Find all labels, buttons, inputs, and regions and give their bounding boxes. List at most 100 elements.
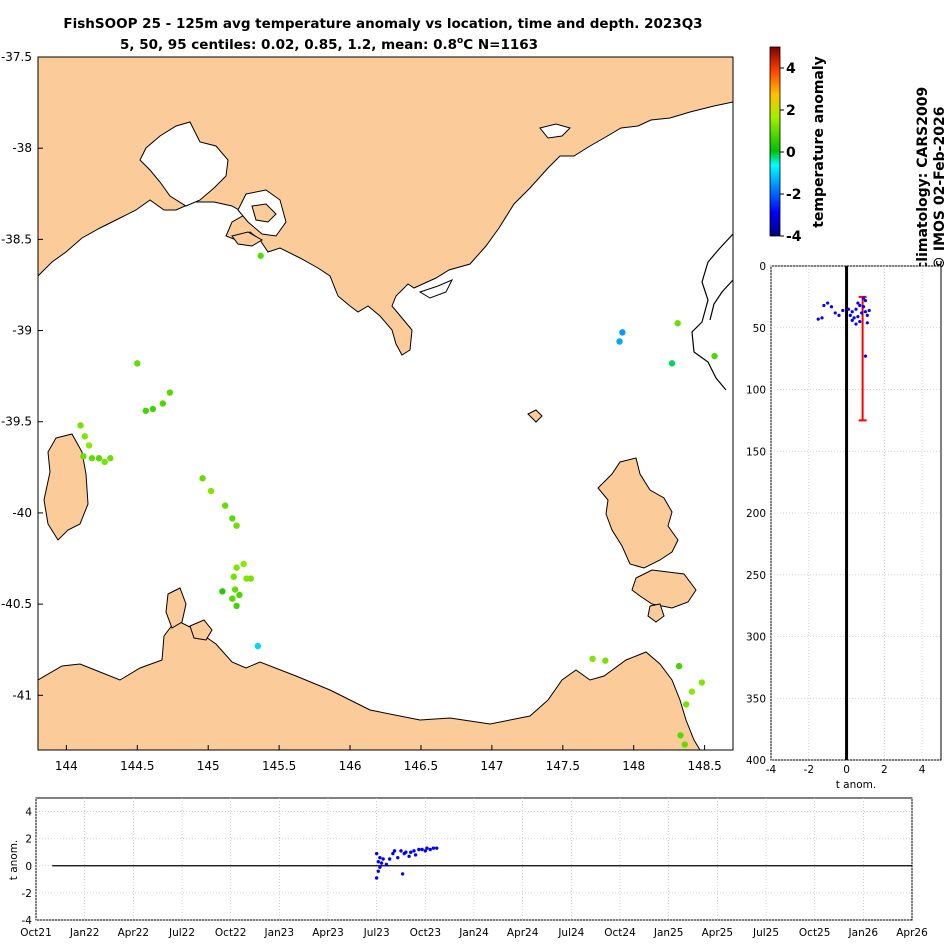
time-point	[399, 849, 403, 853]
depth-x-tick-label: 0	[843, 764, 850, 776]
depth-point	[822, 303, 826, 308]
map-point	[101, 458, 108, 466]
map-point	[602, 657, 609, 664]
hunter-island	[189, 619, 213, 641]
depth-point	[856, 301, 860, 305]
time-x-tick-label: Jul24	[557, 927, 584, 939]
map-point	[107, 455, 114, 462]
time-x-tick-label: Oct22	[215, 927, 247, 939]
time-point	[431, 846, 436, 850]
time-point	[428, 847, 432, 852]
time-x-tick-label: Apr23	[312, 927, 344, 939]
depth-x-tick-label: 4	[919, 764, 926, 776]
time-x-tick-label: Oct23	[410, 927, 442, 939]
map-point	[254, 642, 262, 650]
map-y-tick-label: -39.5	[1, 415, 32, 429]
map-point	[711, 352, 718, 360]
map-point	[80, 453, 87, 460]
time-point	[387, 857, 392, 861]
time-point	[404, 850, 408, 854]
time-point	[425, 846, 429, 850]
map-frame	[37, 56, 734, 751]
time-point	[374, 851, 379, 856]
depth-x-tick-label: 2	[881, 764, 888, 776]
map-x-tick-label: 144.5	[120, 759, 154, 773]
time-x-tick-label: Oct24	[604, 927, 636, 939]
climatology-text: climatology: CARS2009	[915, 87, 931, 270]
time-series-panel: Oct21 Jan22 Apr22 Jul22 Oct22 Jan23 Apr23 Jul23…	[8, 797, 928, 939]
depth-y-tick-label: 150	[746, 446, 766, 458]
map-point	[231, 586, 239, 593]
map-point	[675, 662, 683, 670]
map-point	[682, 701, 690, 708]
colorbar: 4 2 0 -2 -4 temperature anomaly	[769, 46, 827, 245]
map-y-tick-label: -38	[12, 141, 32, 155]
map-point	[229, 595, 236, 602]
time-x-tick-label: Jan25	[653, 927, 684, 939]
cape-barren-island	[631, 569, 697, 609]
map-y-tick-label: -41	[12, 688, 32, 702]
time-y-label: t anom.	[8, 840, 20, 881]
map-y-tick-label: -39	[12, 324, 32, 338]
time-point	[378, 865, 382, 869]
depth-point	[829, 305, 834, 309]
depth-point	[858, 319, 862, 324]
map-point	[240, 560, 247, 568]
time-point	[391, 851, 395, 856]
depth-point	[854, 322, 858, 326]
subtitle-suffix: C N=1163	[463, 37, 538, 53]
map-x-tick-label: 147.5	[546, 759, 580, 773]
time-point	[434, 846, 439, 850]
map-point	[149, 405, 157, 413]
map-point	[85, 442, 93, 449]
colorbar-tick-label: -2	[786, 187, 802, 203]
map-point	[681, 741, 688, 748]
depth-y-tick-label: 200	[746, 508, 766, 520]
depth-point	[860, 311, 864, 315]
time-y-tick-label: -4	[22, 915, 33, 927]
map-x-tick-label: 148	[622, 759, 645, 773]
depth-point	[850, 310, 854, 314]
map-point	[166, 389, 174, 396]
map-point	[616, 338, 623, 345]
time-point	[376, 860, 380, 864]
depth-point	[816, 317, 820, 321]
depth-x-label: t anom.	[836, 779, 877, 791]
time-x-tick-label: Apr22	[118, 927, 150, 939]
map-x-tick-label: 146.5	[404, 759, 438, 773]
colorbar-tick-label: -4	[786, 229, 802, 245]
map-x-tick-label: 148.5	[687, 759, 721, 773]
map-point	[619, 329, 626, 336]
map-point	[134, 360, 141, 367]
time-y-tick-label: -2	[22, 888, 32, 900]
time-point	[409, 850, 413, 854]
subtitle-degree: o	[457, 36, 463, 46]
depth-tick-labels: -4 -2 0 2 4 0 50 100 150 200 250 300 350 400	[746, 261, 926, 776]
map-point	[688, 688, 696, 695]
map-point	[233, 522, 240, 529]
time-point	[407, 854, 411, 858]
map-point	[233, 564, 240, 571]
map-land	[38, 57, 733, 750]
depth-point	[865, 313, 869, 317]
clarke-island	[647, 603, 665, 623]
time-point	[392, 849, 397, 853]
map-y-tick-labels: -37.5 -38 -38.5 -39 -39.5 -40 -40.5 -41	[1, 50, 43, 702]
map-point	[207, 487, 215, 495]
map-y-tick-label: -40.5	[1, 597, 32, 611]
colorbar-tick-label: 0	[786, 145, 796, 161]
three-hummock-island	[165, 587, 187, 629]
depth-points	[816, 296, 871, 358]
map-point	[698, 679, 705, 686]
map-point	[142, 407, 149, 414]
colorbar-gradient	[769, 46, 781, 237]
depth-point	[858, 303, 862, 308]
time-y-tick-label: 4	[25, 807, 32, 819]
time-point	[412, 849, 416, 853]
time-x-tick-label: Oct25	[799, 927, 831, 939]
chart-subtitle: 5, 50, 95 centiles: 0.02, 0.85, 1.2, mea…	[120, 36, 538, 53]
map-point	[233, 602, 240, 610]
depth-point	[861, 296, 866, 300]
nsw-coast-line	[691, 233, 734, 391]
